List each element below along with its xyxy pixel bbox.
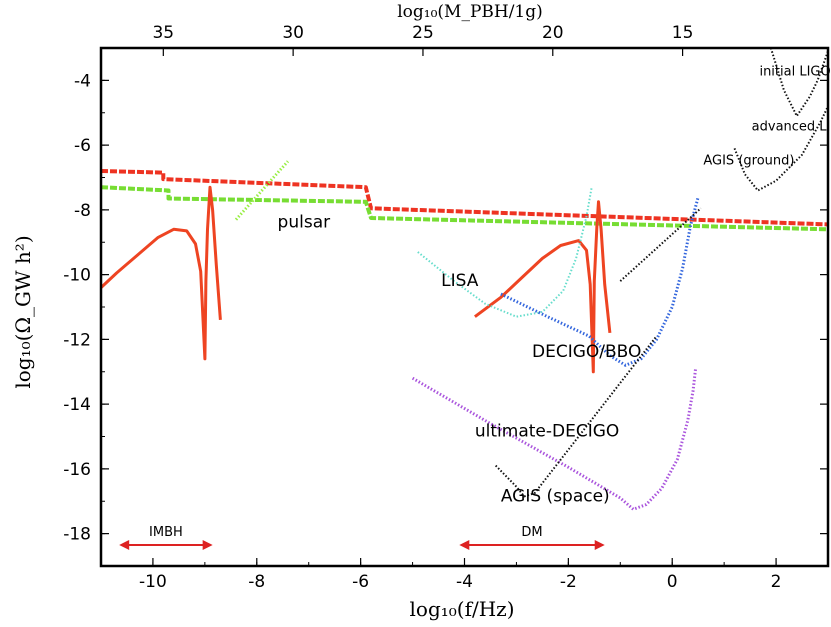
y-tick-label: -8 [74,201,91,221]
series-line-3 [474,200,612,374]
curve-label: advanced LIGO [752,120,831,135]
y-tick-labels: -4 -6 -8 -10 -12 -14 -16 -18 [63,71,91,544]
y-tick-label: -18 [63,525,91,545]
top-tick-label: 35 [152,23,174,43]
x-tick-label: -2 [560,572,577,592]
series-group [99,47,829,511]
x-tick-label: -4 [456,572,473,592]
curve-label: AGIS (ground) [703,154,794,169]
tick-marks [100,47,829,567]
top-tick-label: 30 [282,23,304,43]
x-tick-label: 0 [667,572,678,592]
y-tick-label: -16 [63,460,91,480]
top-tick-labels: 35 30 25 20 15 [152,23,693,43]
y-tick-label: -10 [63,266,91,286]
series-line-0 [100,169,829,227]
curve-label: ultimate-DECIGO [475,422,619,442]
x-tick-label: -8 [248,572,265,592]
range-arrowhead-left [459,539,470,550]
series-line-11 [769,47,829,117]
y-tick-label: -4 [74,71,91,91]
series-line-4 [234,160,290,221]
range-label: IMBH [149,525,183,540]
curve-label: initial LIGO [759,65,830,80]
series-line-1 [100,185,829,232]
series-line-5 [417,187,593,318]
series-line-2 [99,185,222,361]
range-arrowhead-right [202,539,213,550]
x-tick-labels: -10 -8 -6 -4 -2 0 2 [139,572,781,592]
y-tick-label: -14 [63,395,91,415]
x-tick-label: -6 [352,572,369,592]
x-tick-label: -10 [139,572,167,592]
series-line-9 [619,207,702,282]
curve-label: pulsar [278,213,331,233]
range-markers: IMBH DM [119,525,605,550]
curve-labels: initial LIGO advanced LIGO AGIS (ground) pu… [278,65,831,507]
series-line-8 [494,335,658,498]
y-tick-label: -6 [74,136,91,156]
range-label: DM [521,525,542,540]
x-axis-title: log₁₀(f/Hz) [410,597,515,621]
y-axis-title: log₁₀(Ω_GW h²) [11,235,35,388]
curve-label: AGIS (space) [501,486,610,506]
top-tick-label: 15 [672,23,694,43]
range-arrowhead-right [594,539,605,550]
top-tick-label: 20 [542,23,564,43]
curve-label: LISA [441,271,479,291]
plot-frame [99,46,830,568]
y-tick-label: -12 [63,330,91,350]
series-line-7 [411,368,698,511]
curve-label: DECIGO/BBO [532,342,641,362]
series-line-6 [500,196,700,367]
top-axis-title: log₁₀(M_PBH/1g) [397,2,543,22]
top-tick-label: 25 [412,23,434,43]
x-tick-label: 2 [771,572,782,592]
range-arrowhead-left [119,539,130,550]
